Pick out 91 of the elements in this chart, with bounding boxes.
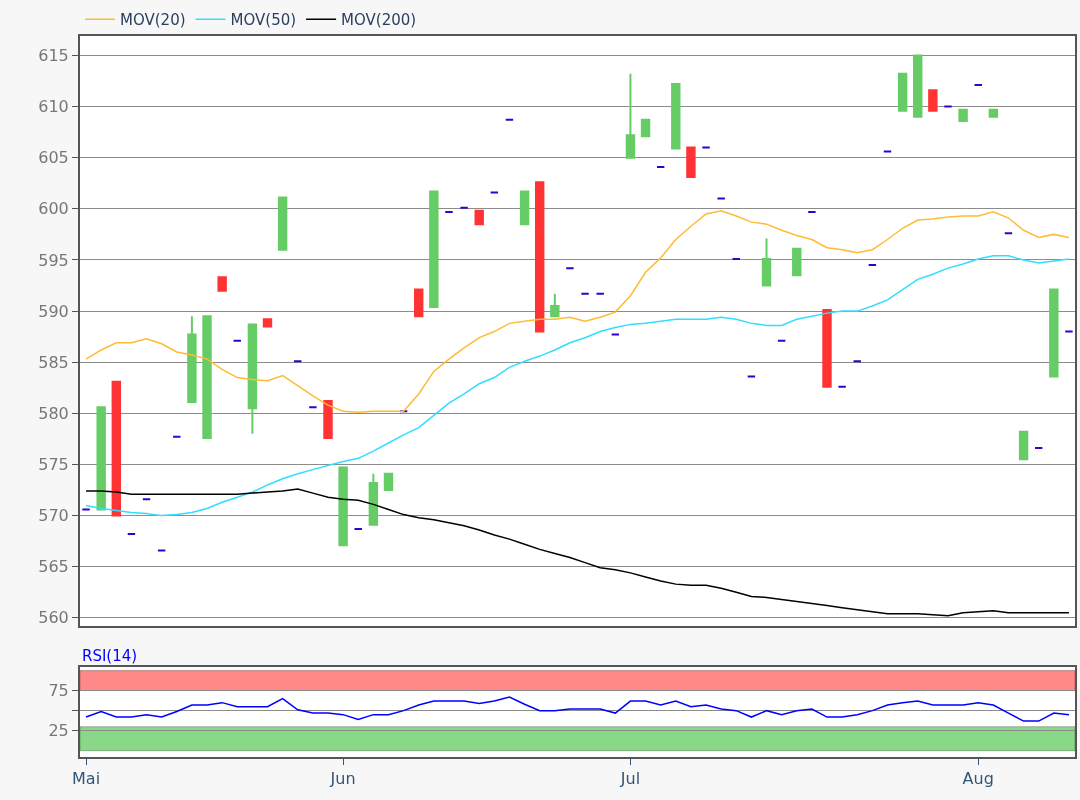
legend-label: MOV(50) bbox=[230, 11, 297, 30]
candlestick bbox=[822, 309, 832, 388]
y-tick-label: 615 bbox=[38, 46, 69, 66]
candlestick bbox=[746, 375, 757, 378]
candlestick bbox=[217, 276, 227, 292]
candlestick bbox=[111, 380, 121, 517]
candlestick bbox=[534, 181, 545, 333]
candlestick bbox=[1049, 288, 1059, 378]
candlestick bbox=[988, 108, 999, 118]
candlestick bbox=[580, 292, 590, 295]
candlestick bbox=[640, 118, 651, 138]
candlestick bbox=[716, 197, 726, 200]
candlestick bbox=[504, 118, 515, 121]
candlestick bbox=[187, 315, 197, 404]
candlestick bbox=[655, 165, 666, 168]
y-tick-label: 590 bbox=[38, 301, 69, 321]
legend-label: MOV(200) bbox=[341, 11, 417, 30]
candlestick bbox=[414, 288, 424, 318]
candlestick bbox=[81, 508, 91, 511]
candlestick bbox=[565, 267, 575, 270]
candlestick bbox=[293, 360, 303, 363]
y-tick-label: 75 bbox=[48, 681, 69, 701]
candlestick bbox=[1018, 430, 1029, 461]
candlestick bbox=[625, 72, 636, 159]
line-series bbox=[85, 210, 1070, 414]
x-tick-label: Jun bbox=[329, 769, 356, 789]
candlestick bbox=[776, 339, 787, 342]
candlestick bbox=[928, 89, 938, 112]
candlestick bbox=[882, 150, 893, 153]
y-tick-label: 565 bbox=[38, 557, 69, 577]
candlestick bbox=[262, 318, 273, 328]
candlestick bbox=[459, 206, 469, 209]
candlestick bbox=[172, 435, 182, 438]
candlestick bbox=[1064, 330, 1074, 333]
candlestick bbox=[1003, 232, 1014, 235]
y-tick-label: 25 bbox=[48, 721, 69, 741]
candlestick bbox=[519, 190, 530, 226]
candlestick bbox=[141, 498, 152, 501]
x-tick-label: Mai bbox=[72, 769, 101, 789]
text: RSI(14) bbox=[82, 647, 138, 665]
candlestick bbox=[383, 472, 394, 492]
candlestick bbox=[550, 292, 560, 318]
line-series bbox=[85, 255, 1070, 517]
candlestick bbox=[731, 257, 741, 260]
candlestick bbox=[973, 84, 983, 87]
legend-label: MOV(20) bbox=[120, 11, 186, 30]
candlestick bbox=[277, 196, 288, 251]
candlestick bbox=[156, 549, 167, 552]
candlestick bbox=[444, 210, 454, 213]
candlestick bbox=[610, 333, 621, 336]
candlestick bbox=[792, 247, 802, 277]
line-series bbox=[85, 696, 1070, 722]
candlestick bbox=[867, 264, 878, 267]
candlestick bbox=[474, 209, 484, 226]
y-tick-label: 605 bbox=[38, 148, 69, 168]
y-tick-label: 580 bbox=[38, 403, 69, 423]
candlestick bbox=[232, 339, 242, 342]
candlestick bbox=[1034, 447, 1044, 450]
line-series bbox=[85, 488, 1070, 617]
y-tick-label: 600 bbox=[38, 199, 69, 219]
candlestick bbox=[323, 400, 333, 439]
candlestick bbox=[958, 108, 968, 122]
candlestick bbox=[489, 191, 500, 194]
candlestick bbox=[308, 406, 318, 409]
candlestick bbox=[807, 210, 817, 213]
candlestick bbox=[686, 146, 696, 179]
candlestick bbox=[671, 83, 681, 150]
candlestick bbox=[368, 472, 379, 526]
candlestick bbox=[126, 533, 137, 536]
candlestick bbox=[837, 385, 847, 388]
y-tick-label: 585 bbox=[38, 352, 69, 372]
y-tick-label: 575 bbox=[38, 455, 69, 475]
candlestick bbox=[595, 292, 605, 295]
candlestick bbox=[338, 466, 348, 547]
candlestick bbox=[913, 54, 923, 118]
candlestick bbox=[353, 527, 363, 530]
y-tick-label: 570 bbox=[38, 506, 69, 526]
candlestick bbox=[897, 72, 908, 112]
candlestick bbox=[852, 360, 862, 363]
y-tick-label: 610 bbox=[38, 97, 69, 117]
candlestick bbox=[429, 190, 439, 308]
x-tick-label: Jul bbox=[619, 769, 641, 789]
candlestick bbox=[761, 237, 772, 287]
candlestick bbox=[247, 323, 258, 435]
y-tick-label: 595 bbox=[38, 250, 69, 270]
x-tick-label: Aug bbox=[962, 769, 994, 789]
candlestick bbox=[701, 146, 711, 149]
candlestick bbox=[96, 406, 106, 511]
y-tick-label: 560 bbox=[38, 608, 69, 628]
candlestick bbox=[943, 105, 953, 108]
candlestick bbox=[202, 315, 212, 439]
